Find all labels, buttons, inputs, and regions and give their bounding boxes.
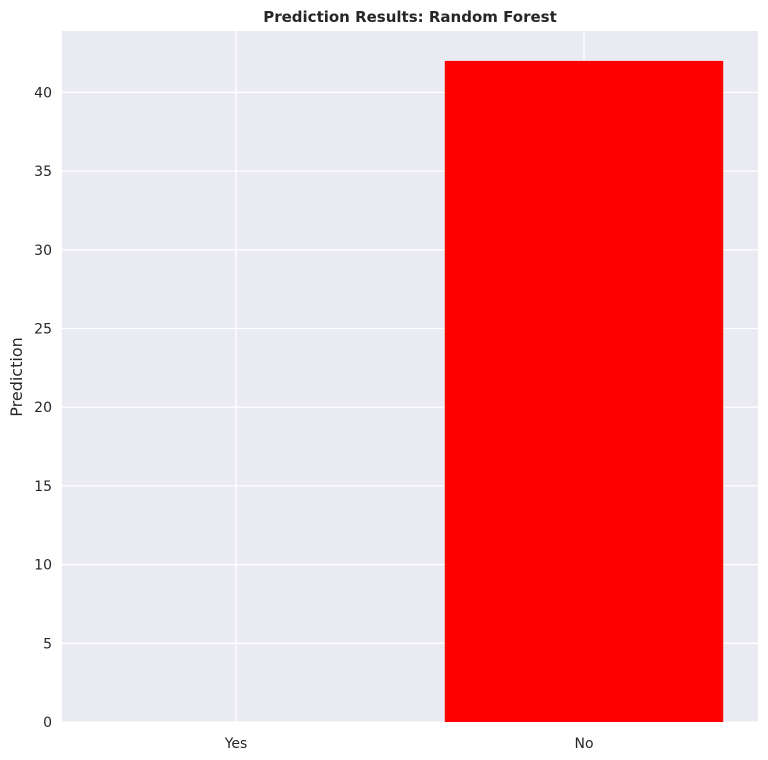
y-tick-label: 5 <box>43 636 52 652</box>
y-tick-label: 30 <box>34 243 52 259</box>
y-axis-label: Prediction <box>7 337 26 416</box>
bars <box>444 60 724 722</box>
y-tick-label: 15 <box>34 479 52 495</box>
x-tick-label: Yes <box>224 736 248 752</box>
y-tick-label: 20 <box>34 400 52 416</box>
y-tick-label: 0 <box>43 715 52 731</box>
y-tick-label: 10 <box>34 558 52 574</box>
x-tick-label: No <box>574 736 593 752</box>
y-tick-labels: 0 5 10 15 20 25 30 35 40 <box>34 85 52 731</box>
y-tick-label: 25 <box>34 321 52 337</box>
chart-title: Prediction Results: Random Forest <box>263 8 557 26</box>
y-tick-label: 35 <box>34 164 52 180</box>
x-tick-labels: Yes No <box>224 736 594 752</box>
bar-no <box>444 60 724 722</box>
y-tick-label: 40 <box>34 85 52 101</box>
